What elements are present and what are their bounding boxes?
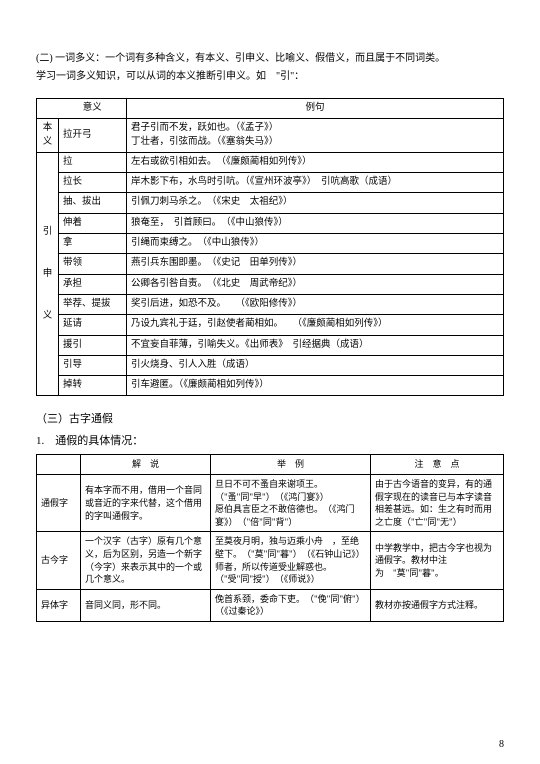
row-meaning: 掉转	[59, 376, 127, 396]
t2-hdr-explain: 解 说	[81, 455, 211, 475]
t2-row-note: 中学教学中，把古今字也视为通假字。教材中注为 "莫"同"暮"。	[371, 532, 504, 589]
hdr-blank	[37, 99, 59, 119]
row-example: 乃设九宾礼于廷，引赵使者蔺相如。 （《廉颇蔺相如列传》）	[127, 315, 504, 335]
row-example: 狼奄至， 引首顾曰。 （《中山狼传》）	[127, 213, 504, 233]
row-meaning: 举荐、提拔	[59, 294, 127, 314]
intro-line1: (二) 一词多义：一个词有多种含义，有本义、引申义、比喻义、假借义，而且属于不同…	[36, 50, 504, 68]
intro-line2: 学习一词多义知识，可以从词的本义推断引申义。如 "引"：	[36, 68, 504, 86]
section3-title: （三）古字通假	[36, 410, 504, 426]
t2-row-explain: 一个汉字（古字）原有几个意义，后为区别，另造一个新字（今字）来表示其中的一个或几…	[81, 532, 211, 589]
row-example: 引绳而束缚之。 （《中山狼传》）	[127, 234, 504, 254]
row-meaning: 拉	[59, 152, 127, 172]
row-meaning: 援引	[59, 335, 127, 355]
row-meaning: 带领	[59, 254, 127, 274]
t2-row-label: 异体字	[37, 589, 81, 621]
row-meaning: 抽、拔出	[59, 193, 127, 213]
t2-row-note: 由于古今语音的变异，有的通假字现在的读音已与本字读音相差甚远。如：生之有时而用之…	[371, 475, 504, 532]
row-meaning: 伸着	[59, 213, 127, 233]
t2-hdr-note: 注 意 点	[371, 455, 504, 475]
t2-row-explain: 有本字而不用，借用一个音同或音近的字来代替，这个借用的字叫通假字。	[81, 475, 211, 532]
row-example: 引佩刀刺马杀之。 （《宋史 太祖纪》）	[127, 193, 504, 213]
row-meaning: 引导	[59, 355, 127, 375]
t2-row-example: 旦日不可不蚤自来谢项王。 （"蚤"同"早"） （《鸿门宴》） 愿伯具言臣之不敢倍…	[211, 475, 371, 532]
row-example: 公卿各引咎自责。 （《北史 周武帝纪》）	[127, 274, 504, 294]
row-example: 不宜妄自菲薄，引喻失义。《出师表》 引经据典（成语）	[127, 335, 504, 355]
row-example: 奖引后进，如恐不及。 （《欧阳修传》）	[127, 294, 504, 314]
row-meaning: 拿	[59, 234, 127, 254]
intro-text: (二) 一词多义：一个词有多种含义，有本义、引申义、比喻义、假借义，而且属于不同…	[36, 50, 504, 86]
row-example: 岸木影下布，水鸟时引吭。（《宣州环波亭》） 引吭高歌（成语）	[127, 173, 504, 193]
row-example: 引车避匿。（《廉颇蔺相如列传》）	[127, 376, 504, 396]
t2-row-example: 至莫夜月明，独与迈乘小舟 ，至绝壁下。 （"莫"同"暮"） （《石钟山记》） 师…	[211, 532, 371, 589]
benyi-meaning: 拉开弓	[59, 119, 127, 153]
polysemy-table: 意义 例句 本义 拉开弓 君子引而不发，跃如也。（《孟子》） 丁壮者，引弦而战。…	[36, 98, 504, 396]
t2-row-note: 教材亦按通假字方式注释。	[371, 589, 504, 621]
row-meaning: 承担	[59, 274, 127, 294]
page-number: 8	[499, 739, 504, 750]
row-example: 引火烧身、引人入胜（成语）	[127, 355, 504, 375]
hdr-meaning: 意义	[59, 99, 127, 119]
tongjia-table: 解 说 举 例 注 意 点 通假字 有本字而不用，借用一个音同或音近的字来代替，…	[36, 454, 504, 622]
t2-row-label: 古今字	[37, 532, 81, 589]
benyi-label: 本义	[37, 119, 59, 153]
row-example: 左右或欲引相如去。 （《廉颇蔺相如列传》）	[127, 152, 504, 172]
yinshenyi-label: 引 申 义	[37, 152, 59, 396]
t2-blank	[37, 455, 81, 475]
section3-sub: 1. 通假的具体情况：	[36, 432, 504, 448]
hdr-example: 例句	[127, 99, 504, 119]
row-meaning: 拉长	[59, 173, 127, 193]
benyi-example: 君子引而不发，跃如也。（《孟子》） 丁壮者，引弦而战。（《塞翁失马》）	[127, 119, 504, 153]
t2-row-example: 俛首系颈，委命下吏。 （"俛"同"俯"） （《过秦论》）	[211, 589, 371, 621]
row-example: 燕引兵东围即墨。 （《史记 田单列传》）	[127, 254, 504, 274]
row-meaning: 延请	[59, 315, 127, 335]
t2-row-label: 通假字	[37, 475, 81, 532]
t2-row-explain: 音同义同，形不同。	[81, 589, 211, 621]
t2-hdr-example: 举 例	[211, 455, 371, 475]
